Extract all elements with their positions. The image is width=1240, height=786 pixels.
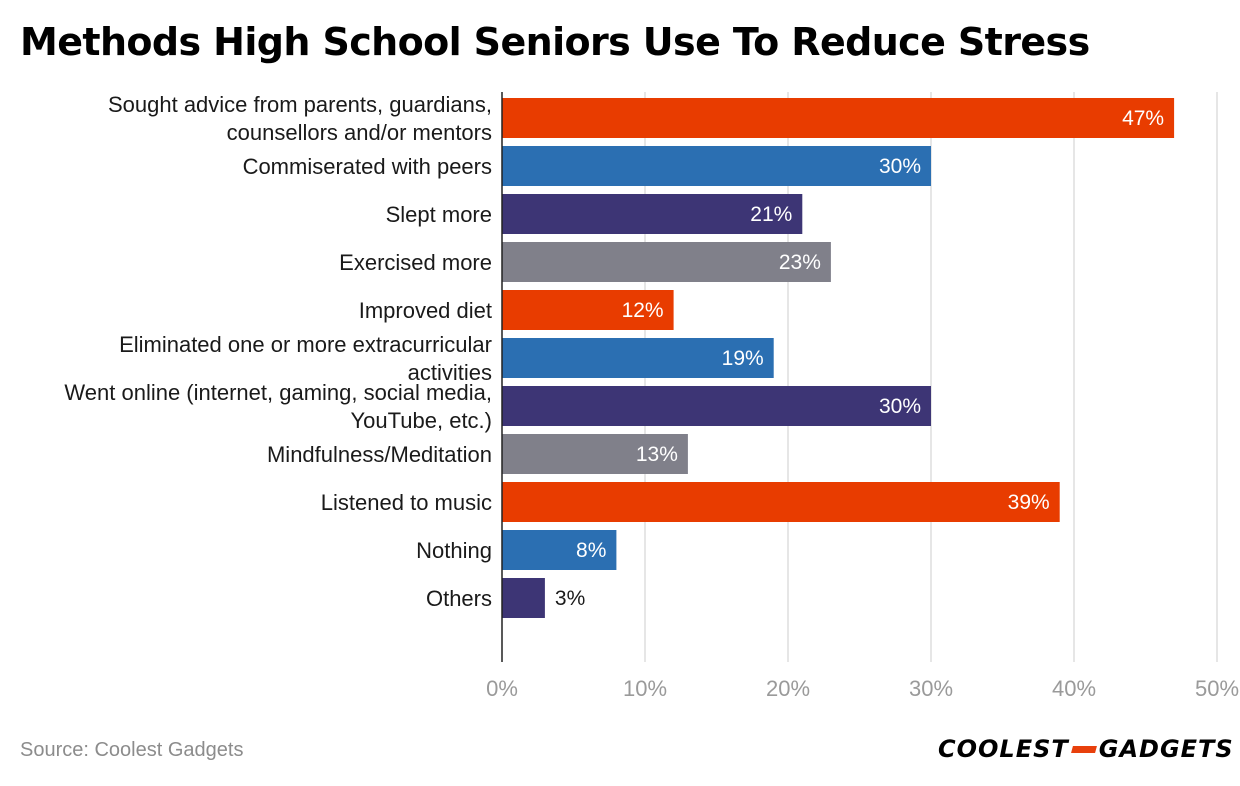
bar xyxy=(502,242,831,282)
x-tick-label: 20% xyxy=(766,676,810,701)
category-label: Went online (internet, gaming, social me… xyxy=(64,380,492,405)
category-label: Mindfulness/Meditation xyxy=(267,442,492,467)
bar xyxy=(502,194,803,234)
gridlines xyxy=(644,92,1218,662)
bar xyxy=(502,338,774,378)
logo-left-text: COOLEST xyxy=(938,735,1069,763)
x-tick-label: 50% xyxy=(1195,676,1239,701)
x-tick-label: 40% xyxy=(1052,676,1096,701)
logo-dash xyxy=(1070,745,1097,753)
x-tick-label: 0% xyxy=(486,676,518,701)
bar xyxy=(502,98,1175,138)
category-label: Others xyxy=(426,586,492,611)
category-label: YouTube, etc.) xyxy=(351,408,492,433)
category-label: Slept more xyxy=(386,202,492,227)
category-label: Sought advice from parents, guardians, xyxy=(108,92,492,117)
category-label: Exercised more xyxy=(339,250,492,275)
category-label: Commiserated with peers xyxy=(243,154,492,179)
data-label: 19% xyxy=(722,347,764,370)
data-label: 47% xyxy=(1122,107,1164,130)
data-label: 8% xyxy=(576,539,606,562)
bar xyxy=(502,530,617,570)
bar xyxy=(502,146,931,186)
data-label: 30% xyxy=(879,395,921,418)
source-note: Source: Coolest Gadgets xyxy=(20,739,244,761)
data-label: 13% xyxy=(636,443,678,466)
x-tick-label: 10% xyxy=(623,676,667,701)
coolest-gadgets-logo: COOLEST GADGETS xyxy=(938,732,1234,766)
data-label: 21% xyxy=(750,203,792,226)
category-label: Listened to music xyxy=(321,490,492,515)
data-label: 30% xyxy=(879,155,921,178)
category-label: Eliminated one or more extracurricular xyxy=(119,332,492,357)
chart-title: Methods High School Seniors Use To Reduc… xyxy=(20,20,1090,64)
bar xyxy=(502,386,931,426)
bar xyxy=(502,578,545,618)
data-label: 39% xyxy=(1008,491,1050,514)
category-label: Improved diet xyxy=(359,298,492,323)
data-label: 23% xyxy=(779,251,821,274)
bar xyxy=(502,482,1060,522)
data-label: 3% xyxy=(555,587,585,610)
bar xyxy=(502,434,688,474)
category-label: activities xyxy=(408,360,492,385)
category-label: Nothing xyxy=(416,538,492,563)
x-tick-label: 30% xyxy=(909,676,953,701)
bar xyxy=(502,290,674,330)
x-axis-ticks: 0% 10% 20% 30% 40% 50% xyxy=(486,676,1239,701)
bars: 47% 30% 21% 23% 12% 19% 30% 13% 39% 8% 3% xyxy=(502,98,1175,618)
logo-right-text: GADGETS xyxy=(1098,735,1234,763)
data-label: 12% xyxy=(622,299,664,322)
category-label: counsellors and/or mentors xyxy=(227,120,492,145)
category-labels: Sought advice from parents, guardians, co… xyxy=(64,92,492,611)
